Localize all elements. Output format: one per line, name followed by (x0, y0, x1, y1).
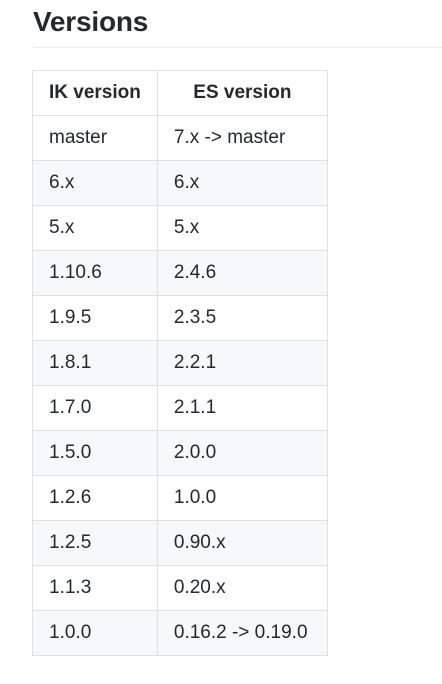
ik-version-cell: 1.8.1 (32, 340, 158, 386)
ik-version-cell: 1.7.0 (32, 385, 158, 431)
header-es-version: ES version (156, 70, 328, 116)
ik-version-cell: 1.5.0 (32, 430, 158, 476)
es-version-cell: 5.x (156, 205, 328, 251)
ik-version-cell: master (32, 115, 158, 161)
es-version-cell: 7.x -> master (156, 115, 328, 161)
table-header-row: IK version ES version (32, 70, 328, 116)
es-version-cell: 2.4.6 (156, 250, 328, 296)
table-row: 1.0.0 0.16.2 -> 0.19.0 (32, 610, 328, 656)
es-version-cell: 1.0.0 (156, 475, 328, 521)
table-row: 5.x 5.x (32, 205, 328, 251)
table-row: 1.2.6 1.0.0 (32, 475, 328, 521)
es-version-cell: 0.20.x (156, 565, 328, 611)
table-row: master 7.x -> master (32, 115, 328, 161)
table-row: 1.8.1 2.2.1 (32, 340, 328, 386)
table-row: 1.5.0 2.0.0 (32, 430, 328, 476)
versions-table: IK version ES version master 7.x -> mast… (32, 70, 328, 656)
table-row: 1.2.5 0.90.x (32, 520, 328, 566)
table-row: 1.9.5 2.3.5 (32, 295, 328, 341)
es-version-cell: 2.3.5 (156, 295, 328, 341)
ik-version-cell: 1.9.5 (32, 295, 158, 341)
ik-version-cell: 1.2.6 (32, 475, 158, 521)
header-ik-version: IK version (32, 70, 158, 116)
table-row: 6.x 6.x (32, 160, 328, 206)
ik-version-cell: 1.10.6 (32, 250, 158, 296)
ik-version-cell: 6.x (32, 160, 158, 206)
ik-version-cell: 1.0.0 (32, 610, 158, 656)
table-row: 1.10.6 2.4.6 (32, 250, 328, 296)
es-version-cell: 6.x (156, 160, 328, 206)
es-version-cell: 2.0.0 (156, 430, 328, 476)
table-row: 1.1.3 0.20.x (32, 565, 328, 611)
versions-heading: Versions (33, 0, 442, 48)
es-version-cell: 0.16.2 -> 0.19.0 (156, 610, 328, 656)
section-title: Versions (33, 6, 149, 37)
es-version-cell: 2.1.1 (156, 385, 328, 431)
ik-version-cell: 5.x (32, 205, 158, 251)
table-row: 1.7.0 2.1.1 (32, 385, 328, 431)
es-version-cell: 0.90.x (156, 520, 328, 566)
ik-version-cell: 1.1.3 (32, 565, 158, 611)
ik-version-cell: 1.2.5 (32, 520, 158, 566)
es-version-cell: 2.2.1 (156, 340, 328, 386)
